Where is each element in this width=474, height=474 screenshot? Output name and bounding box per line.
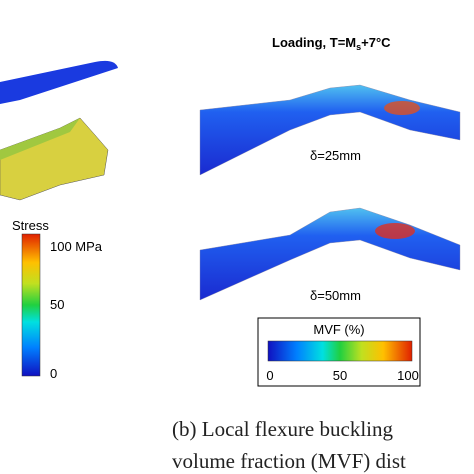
stress-colorbar bbox=[21, 233, 41, 377]
colorbar-tick: 0 bbox=[50, 366, 57, 381]
hotspot bbox=[384, 101, 420, 115]
colorbar-tick: 100 bbox=[397, 368, 419, 383]
colorbar-tick: 50 bbox=[333, 368, 347, 383]
caption-line: volume fraction (MVF) dist bbox=[172, 449, 406, 473]
blade-edge bbox=[0, 118, 80, 160]
plate-label: δ=25mm bbox=[310, 148, 361, 163]
colorbar-tick: 50 bbox=[50, 297, 64, 312]
caption-line: (b) Local flexure buckling bbox=[172, 417, 393, 441]
colorbar-title: Stress bbox=[12, 218, 49, 233]
plate bbox=[199, 207, 461, 301]
title-text: Loading, T=M bbox=[272, 35, 356, 50]
hotspot bbox=[375, 223, 415, 239]
colorbar-title: MVF (%) bbox=[313, 322, 364, 337]
title-sub: s bbox=[356, 42, 361, 52]
colorbar-tick: 100 MPa bbox=[50, 239, 103, 254]
mvf-colorbar bbox=[267, 340, 413, 362]
blade-blue bbox=[0, 60, 118, 104]
colorbar-tick: 0 bbox=[266, 368, 273, 383]
panel-title: Loading, T=Ms+7°C bbox=[272, 35, 391, 52]
title-text: +7°C bbox=[361, 35, 391, 50]
plate-label: δ=50mm bbox=[310, 288, 361, 303]
